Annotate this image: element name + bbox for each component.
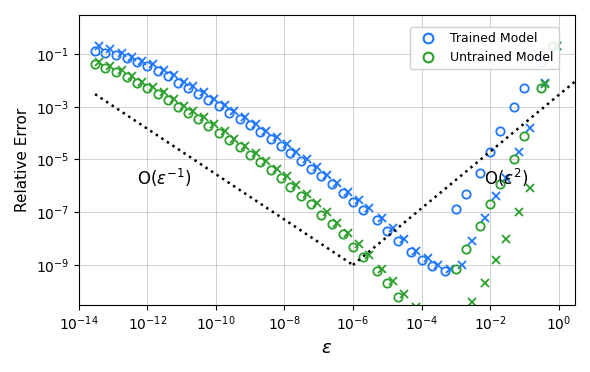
Text: O($\varepsilon^{2}$): O($\varepsilon^{2}$) xyxy=(484,167,529,189)
Y-axis label: Relative Error: Relative Error xyxy=(15,108,30,212)
Text: O($\varepsilon^{-1}$): O($\varepsilon^{-1}$) xyxy=(136,167,191,189)
X-axis label: $\varepsilon$: $\varepsilon$ xyxy=(322,339,332,357)
Legend: Trained Model, Untrained Model: Trained Model, Untrained Model xyxy=(410,27,559,69)
